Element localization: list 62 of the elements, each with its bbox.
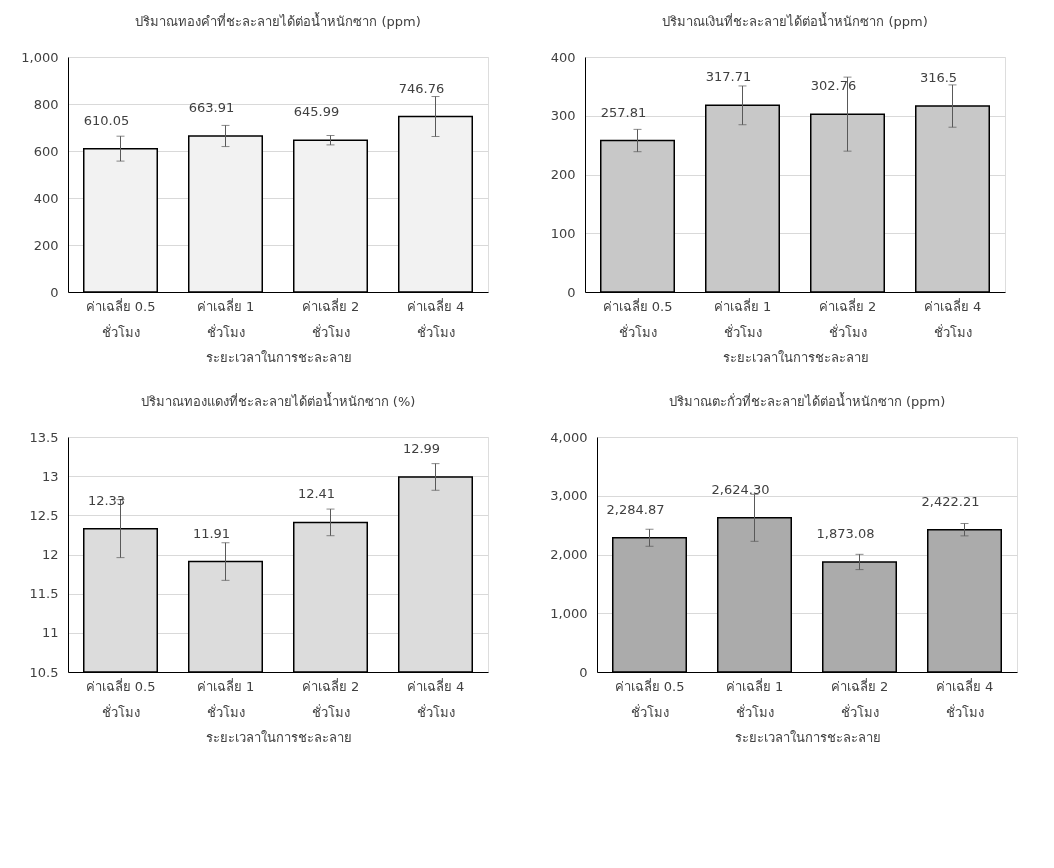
y-tick-label: 11 xyxy=(41,625,59,641)
x-tick-label: ค่าเฉลี่ย 1 ชั่วโมง xyxy=(196,677,255,720)
x-tick-label: ค่าเฉลี่ย 4 ชั่วโมง xyxy=(935,677,994,720)
y-tick-label: 1,000 xyxy=(550,605,588,621)
y-tick-label: 12 xyxy=(41,547,59,562)
y-tick-label: 4,000 xyxy=(550,429,588,445)
chart-title: ปริมาณทองคำที่ชะละลายได้ต่อน้ำหนักซาก (ppm) xyxy=(135,12,421,29)
y-tick-label: 12.5 xyxy=(29,507,59,523)
y-tick-label: 13.5 xyxy=(29,429,59,445)
x-tick-label: ค่าเฉลี่ย 4 ชั่วโมง xyxy=(406,297,465,340)
x-tick-label: ค่าเฉลี่ย 2 ชั่วโมง xyxy=(301,677,360,720)
data-label: 663.91 xyxy=(188,99,235,115)
y-tick-label: 400 xyxy=(550,49,576,65)
x-tick-label: ค่าเฉลี่ย 2 ชั่วโมง xyxy=(830,677,889,720)
x-tick-label: ค่าเฉลี่ย 4 ชั่วโมง xyxy=(406,677,465,720)
data-label: 257.81 xyxy=(600,104,647,120)
y-tick-label: 300 xyxy=(550,108,576,124)
chart-title: ปริมาณเงินที่ชะละลายได้ต่อน้ำหนักซาก (ppm) xyxy=(662,12,928,29)
data-label: 645.99 xyxy=(293,104,340,120)
x-tick-label: ค่าเฉลี่ย 1 ชั่วโมง xyxy=(725,677,784,720)
y-tick-label: 1,000 xyxy=(21,49,59,65)
x-tick-label: ค่าเฉลี่ย 1 ชั่วโมง xyxy=(713,297,772,340)
data-label: 746.76 xyxy=(398,80,445,96)
chart-title: ปริมาณตะกั่วที่ชะละลายได้ต่อน้ำหนักซาก (ppm) xyxy=(668,392,946,409)
x-tick-label: ค่าเฉลี่ย 0.5 ชั่วโมง xyxy=(85,297,156,340)
data-label: 2,624.30 xyxy=(711,481,770,497)
x-tick-label: ค่าเฉลี่ย 0.5 ชั่วโมง xyxy=(602,297,673,340)
y-tick-label: 0 xyxy=(567,284,576,300)
y-tick-label: 400 xyxy=(33,190,59,206)
data-label: 317.71 xyxy=(705,69,752,85)
data-label: 2,284.87 xyxy=(606,501,665,517)
x-tick-label: ค่าเฉลี่ย 1 ชั่วโมง xyxy=(196,297,255,340)
y-tick-label: 600 xyxy=(33,143,59,159)
y-tick-label: 100 xyxy=(550,225,576,241)
x-axis-title: ระยะเวลาในการชะละลาย xyxy=(205,349,352,365)
x-tick-label: ค่าเฉลี่ย 0.5 ชั่วโมง xyxy=(614,677,685,720)
data-label: 12.41 xyxy=(297,486,336,502)
y-tick-label: 2,000 xyxy=(550,547,588,562)
y-tick-label: 200 xyxy=(33,237,59,253)
data-label: 1,873.08 xyxy=(816,525,875,541)
y-tick-label: 200 xyxy=(550,167,576,182)
y-tick-label: 800 xyxy=(33,96,59,112)
data-label: 316.5 xyxy=(919,70,958,86)
x-tick-label: ค่าเฉลี่ย 2 ชั่วโมง xyxy=(818,297,877,340)
x-axis-title: ระยะเวลาในการชะละลาย xyxy=(734,729,881,745)
y-tick-label: 3,000 xyxy=(550,488,588,504)
data-label: 610.05 xyxy=(83,112,130,128)
y-tick-label: 11.5 xyxy=(29,586,59,602)
data-label: 12.99 xyxy=(402,440,441,456)
x-tick-label: ค่าเฉลี่ย 2 ชั่วโมง xyxy=(301,297,360,340)
y-tick-label: 10.5 xyxy=(29,664,59,680)
x-axis-title: ระยะเวลาในการชะละลาย xyxy=(205,729,352,745)
data-label: 2,422.21 xyxy=(921,493,980,509)
y-tick-label: 13 xyxy=(41,468,59,484)
x-tick-label: ค่าเฉลี่ย 4 ชั่วโมง xyxy=(923,297,982,340)
chart-title: ปริมาณทองแดงที่ชะละลายได้ต่อน้ำหนักซาก (%) xyxy=(140,392,416,409)
data-label: 12.33 xyxy=(87,492,126,508)
x-axis-title: ระยะเวลาในการชะละลาย xyxy=(722,349,869,365)
y-tick-label: 0 xyxy=(50,284,59,300)
x-tick-label: ค่าเฉลี่ย 0.5 ชั่วโมง xyxy=(85,677,156,720)
data-label: 11.91 xyxy=(192,525,231,541)
y-tick-label: 0 xyxy=(579,664,588,680)
